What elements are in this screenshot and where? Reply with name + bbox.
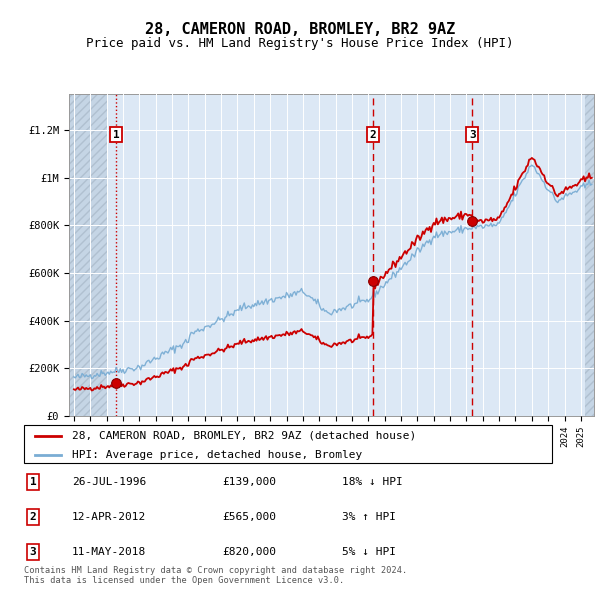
Text: 1: 1 [113, 130, 119, 140]
Text: HPI: Average price, detached house, Bromley: HPI: Average price, detached house, Brom… [71, 450, 362, 460]
Text: Price paid vs. HM Land Registry's House Price Index (HPI): Price paid vs. HM Land Registry's House … [86, 37, 514, 50]
Bar [585, 94, 594, 416]
Text: 2: 2 [370, 130, 376, 140]
Text: £565,000: £565,000 [222, 512, 276, 522]
Text: £820,000: £820,000 [222, 547, 276, 556]
Text: 3% ↑ HPI: 3% ↑ HPI [342, 512, 396, 522]
Text: 1: 1 [29, 477, 37, 487]
Text: Contains HM Land Registry data © Crown copyright and database right 2024.
This d: Contains HM Land Registry data © Crown c… [24, 566, 407, 585]
Text: 11-MAY-2018: 11-MAY-2018 [72, 547, 146, 556]
Text: £139,000: £139,000 [222, 477, 276, 487]
Text: 3: 3 [469, 130, 476, 140]
Bar [69, 94, 107, 416]
Text: 5% ↓ HPI: 5% ↓ HPI [342, 547, 396, 556]
Text: 28, CAMERON ROAD, BROMLEY, BR2 9AZ: 28, CAMERON ROAD, BROMLEY, BR2 9AZ [145, 22, 455, 37]
Text: 18% ↓ HPI: 18% ↓ HPI [342, 477, 403, 487]
Text: 2: 2 [29, 512, 37, 522]
Text: 28, CAMERON ROAD, BROMLEY, BR2 9AZ (detached house): 28, CAMERON ROAD, BROMLEY, BR2 9AZ (deta… [71, 431, 416, 441]
FancyBboxPatch shape [24, 425, 552, 463]
Text: 12-APR-2012: 12-APR-2012 [72, 512, 146, 522]
Text: 26-JUL-1996: 26-JUL-1996 [72, 477, 146, 487]
Text: 3: 3 [29, 547, 37, 556]
